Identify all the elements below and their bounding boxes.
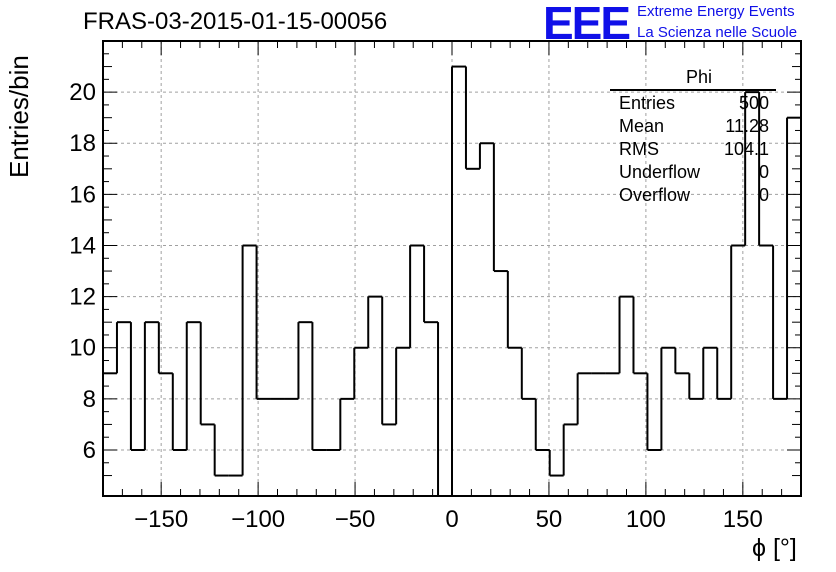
stats-row: Overflow 0 (610, 183, 776, 206)
stats-value: 500 (738, 93, 769, 113)
eee-logo: EEE (543, 0, 631, 49)
x-tick-label: −50 (335, 506, 376, 533)
stats-value: 0 (758, 185, 769, 205)
y-tick-label: 6 (83, 437, 96, 464)
y-tick-label: 20 (69, 79, 96, 106)
logo-subtitle-1: Extreme Energy Events (637, 3, 795, 20)
x-tick-label: 100 (626, 506, 666, 533)
stats-row: Mean 11.28 (610, 114, 776, 137)
chart-title: FRAS-03-2015-01-15-00056 (83, 8, 388, 35)
x-tick-label: 0 (445, 506, 458, 533)
y-tick-label: 18 (69, 130, 96, 157)
stats-title: Phi (610, 67, 776, 91)
x-axis-label: ϕ [°] (752, 534, 797, 562)
y-tick-label: 16 (69, 181, 96, 208)
stats-row: Entries 500 (610, 91, 776, 114)
stats-key: Underflow (619, 162, 701, 182)
stats-value: 104.1 (723, 139, 769, 159)
stats-box: Phi Entries 500 Mean 11.28 RMS 104.1 Underf… (610, 67, 776, 206)
y-tick-label: 14 (69, 232, 96, 259)
logo-subtitle-2: La Scienza nelle Scuole (637, 24, 798, 41)
x-tick-label: −100 (231, 506, 285, 533)
x-tick-label: 50 (536, 506, 563, 533)
stats-key: RMS (619, 139, 659, 159)
y-axis-label: Entries/bin (4, 55, 34, 178)
stats-row: Underflow 0 (610, 160, 776, 183)
stats-key: Entries (619, 93, 676, 113)
x-tick-label: −150 (134, 506, 188, 533)
y-tick-label: 8 (83, 386, 96, 413)
x-tick-label: 150 (723, 506, 763, 533)
y-tick-label: 12 (69, 284, 96, 311)
stats-row: RMS 104.1 (610, 137, 776, 160)
stats-value: 0 (758, 162, 769, 182)
stats-key: Overflow (619, 185, 691, 205)
stats-key: Mean (619, 116, 665, 136)
stats-value: 11.28 (725, 116, 769, 136)
y-tick-label: 10 (69, 335, 96, 362)
